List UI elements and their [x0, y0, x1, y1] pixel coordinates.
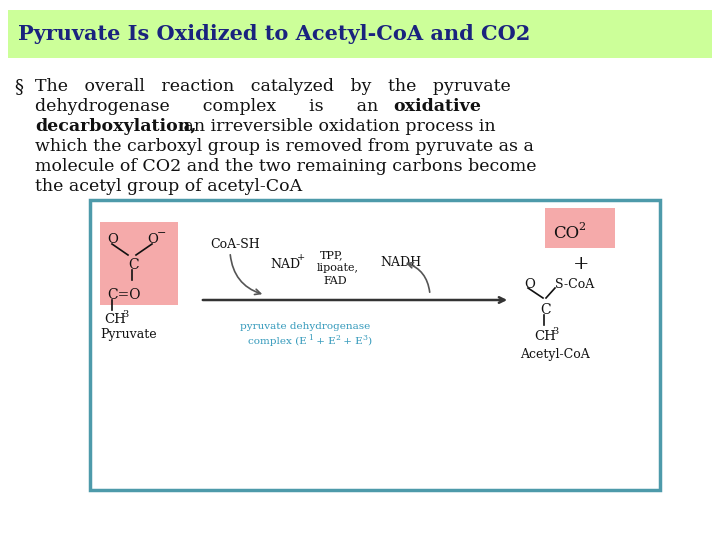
Text: O: O: [147, 233, 158, 246]
Text: 2: 2: [578, 222, 585, 232]
Text: CoA-SH: CoA-SH: [210, 238, 260, 251]
Text: which the carboxyl group is removed from pyruvate as a: which the carboxyl group is removed from…: [35, 138, 534, 155]
Text: CO: CO: [553, 225, 579, 242]
Text: pyruvate dehydrogenase: pyruvate dehydrogenase: [240, 322, 370, 331]
Text: molecule of CO2 and the two remaining carbons become: molecule of CO2 and the two remaining ca…: [35, 158, 536, 175]
Text: §: §: [14, 78, 23, 96]
Text: Pyruvate Is Oxidized to Acetyl-CoA and CO2: Pyruvate Is Oxidized to Acetyl-CoA and C…: [18, 24, 531, 44]
Text: Acetyl-CoA: Acetyl-CoA: [520, 348, 590, 361]
Text: C: C: [540, 303, 551, 317]
Text: CH: CH: [104, 313, 126, 326]
Text: NADH: NADH: [380, 256, 421, 269]
Text: ): ): [367, 337, 371, 346]
Text: S-CoA: S-CoA: [555, 278, 594, 291]
Text: The   overall   reaction   catalyzed   by   the   pyruvate: The overall reaction catalyzed by the py…: [35, 78, 510, 95]
Bar: [8, 10, 712, 58]
Text: + E: + E: [340, 337, 363, 346]
Text: +: +: [297, 253, 305, 262]
Text: O: O: [107, 233, 118, 246]
Text: complex (E: complex (E: [248, 337, 307, 346]
Bar: [545, 208, 615, 248]
Text: CH: CH: [534, 330, 556, 343]
Text: oxidative: oxidative: [393, 98, 481, 115]
Bar: [90, 200, 660, 490]
Text: −: −: [157, 228, 166, 238]
Text: lipoate,: lipoate,: [317, 263, 359, 273]
Text: 3: 3: [362, 334, 367, 342]
Text: decarboxylation,: decarboxylation,: [35, 118, 197, 135]
Bar: [100, 222, 178, 305]
Text: Pyruvate: Pyruvate: [100, 328, 157, 341]
Text: 3: 3: [552, 327, 558, 336]
Text: the acetyl group of acetyl-CoA: the acetyl group of acetyl-CoA: [35, 178, 302, 195]
Text: +: +: [573, 255, 590, 273]
Text: C=O: C=O: [107, 288, 140, 302]
Text: 3: 3: [122, 310, 128, 319]
Text: O: O: [524, 278, 535, 291]
Text: FAD: FAD: [323, 276, 346, 286]
Text: an irreversible oxidation process in: an irreversible oxidation process in: [178, 118, 495, 135]
Text: dehydrogenase      complex      is      an: dehydrogenase complex is an: [35, 98, 390, 115]
Text: 2: 2: [335, 334, 340, 342]
Text: NAD: NAD: [270, 258, 300, 271]
Text: + E: + E: [313, 337, 336, 346]
Text: C: C: [128, 258, 139, 272]
Text: 1: 1: [308, 334, 313, 342]
Text: TPP,: TPP,: [320, 250, 343, 260]
